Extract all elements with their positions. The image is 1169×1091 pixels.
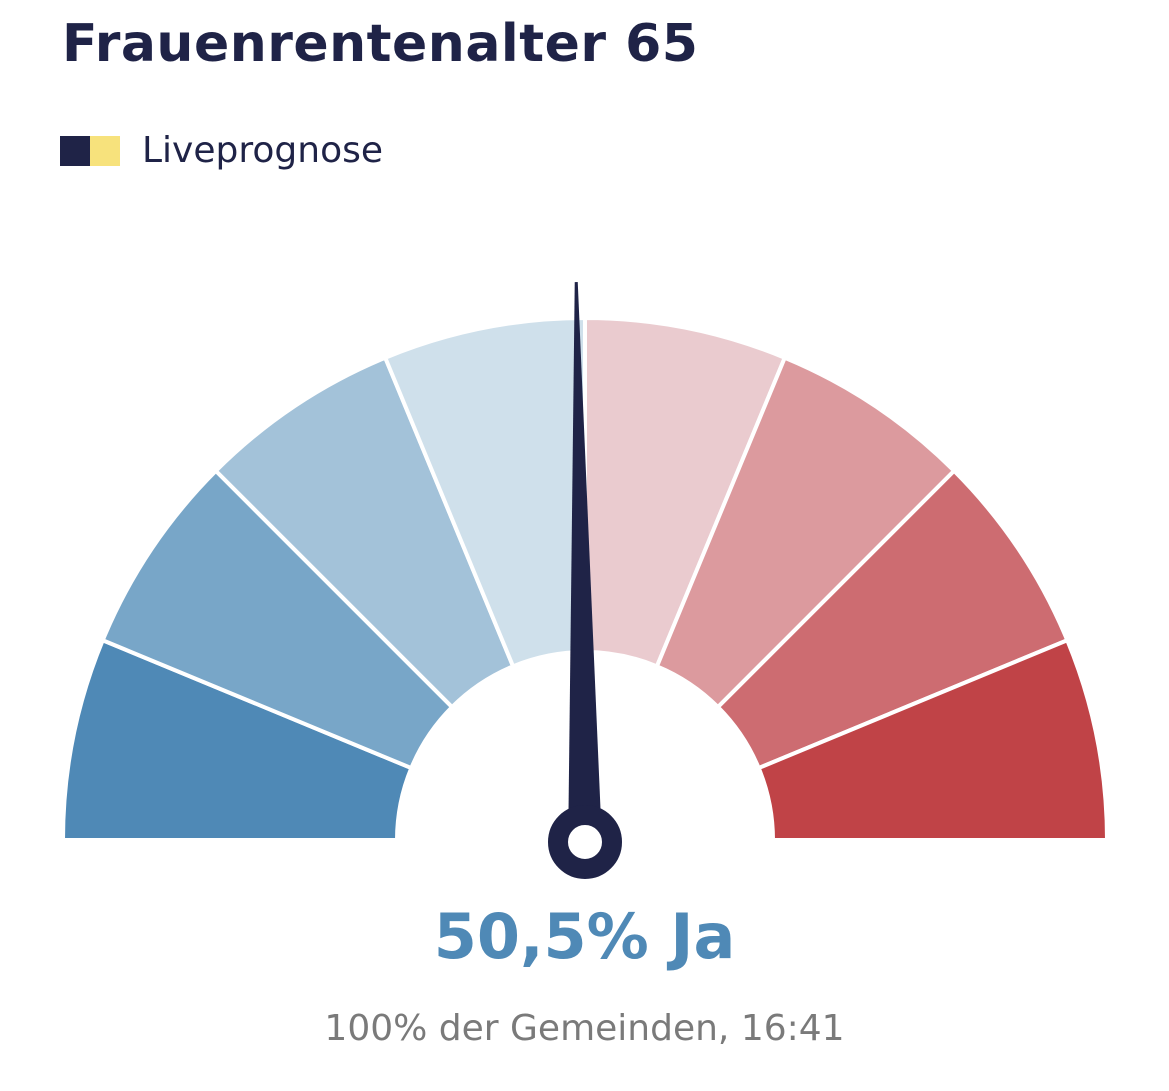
legend-swatch-yellow	[90, 135, 120, 166]
gauge-needle	[568, 282, 601, 811]
gauge-needle-group	[548, 282, 622, 879]
chart-title: Frauenrentenalter 65	[62, 14, 699, 74]
footnote: 100% der Gemeinden, 16:41	[324, 1008, 845, 1049]
legend-swatch-dark	[60, 135, 90, 166]
legend: Liveprognose	[60, 130, 383, 171]
gauge-segment-8	[756, 637, 1110, 842]
gauge-segments	[60, 315, 1110, 842]
result-value: 50,5% Ja	[433, 900, 736, 973]
gauge-needle-hub	[548, 805, 622, 879]
legend-label: Liveprognose	[142, 130, 383, 171]
legend-swatch	[60, 135, 120, 166]
